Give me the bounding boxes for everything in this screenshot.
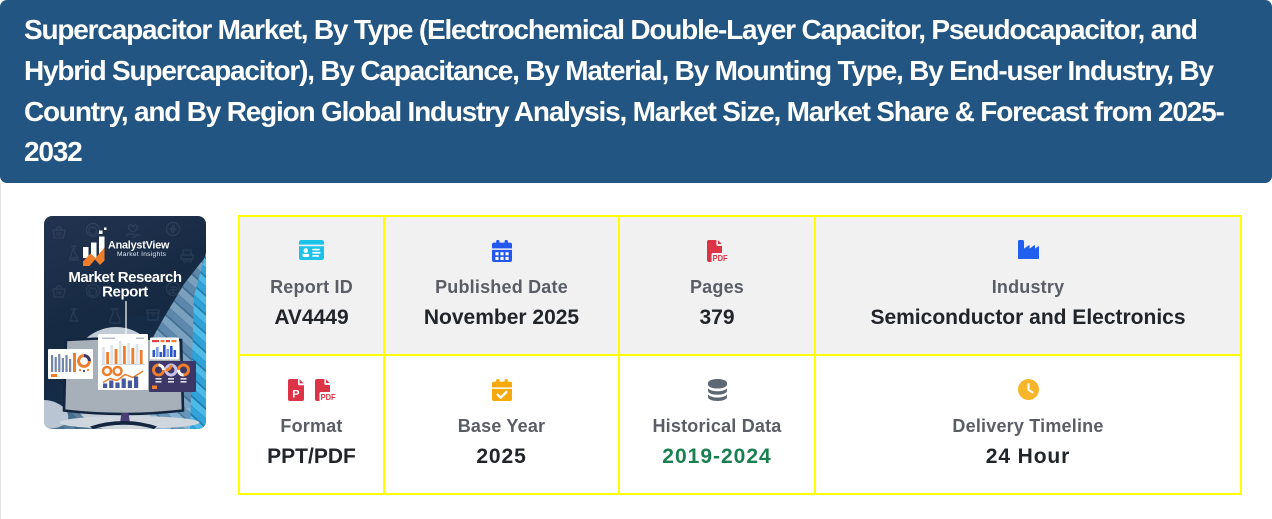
svg-text:AnalystView: AnalystView	[108, 240, 170, 252]
svg-text:Market Research: Market Research	[68, 269, 182, 286]
svg-text:Report: Report	[102, 284, 148, 301]
svg-text:P: P	[292, 389, 299, 401]
svg-text:PDF: PDF	[712, 254, 727, 262]
svg-text:PDF: PDF	[320, 393, 335, 401]
svg-text:Market Insights: Market Insights	[117, 251, 167, 258]
